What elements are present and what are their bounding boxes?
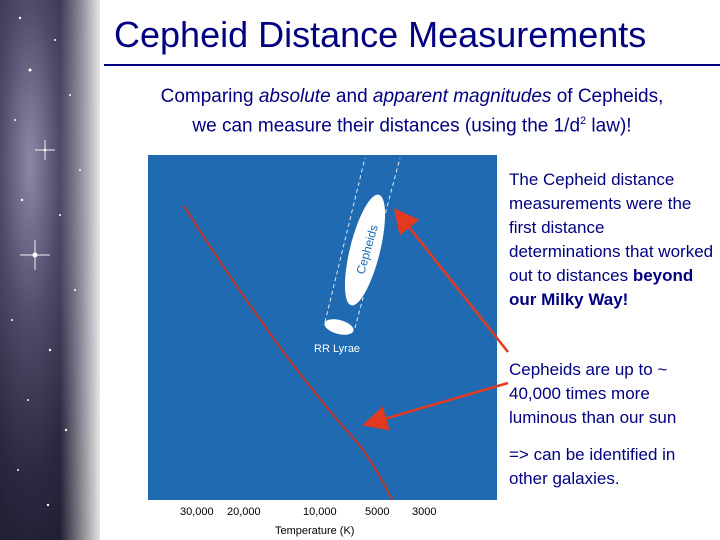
x-tick-label: 5000 [365,506,389,518]
cepheids-region [344,194,386,306]
y-tick-label: 10-1 [118,448,137,461]
x-axis-label: Temperature (K) [275,525,354,537]
subtitle-text: Comparing [160,86,259,107]
y-tick-label: 102 [119,315,135,328]
arrow-to-cepheids [393,208,509,353]
y-tick-label: 1 [125,404,131,416]
subtitle-text: and [330,86,373,107]
slide-title: Cepheid Distance Measurements [114,14,647,55]
y-tick-label: 10 [119,361,131,373]
subtitle-apparent: apparent magnitudes [372,86,552,107]
x-axis-ticks: 30,000 20,000 10,000 5000 3000 [180,506,436,518]
y-axis-label: L/L⊙ [103,318,117,340]
rr-lyrae-region [324,319,354,335]
side-bold-text: beyond our Milky Way! [509,266,694,309]
side-paragraph-1: The Cepheid distance measurements were t… [509,168,714,312]
rr-lyrae-label: RR Lyrae [314,343,360,355]
x-tick-label: 3000 [412,506,436,518]
y-tick-label: 103 [119,271,135,284]
x-tick-label: 20,000 [227,506,261,518]
y-axis-ticks: 105 104 103 102 10 1 10-1 [118,184,137,461]
y-tick-label: 104 [119,229,135,242]
subtitle-line2-end: law)! [586,115,632,137]
arrow-to-sun [362,381,509,431]
y-tick-label: 105 [119,184,135,197]
plot-area [148,155,497,500]
side-paragraph-2: Cepheids are up to ~ 40,000 times more l… [509,360,677,427]
title-underline [104,64,720,66]
main-sequence-curve [183,205,393,501]
subtitle-line2: we can measure their distances (using th… [192,115,581,137]
x-tick-label: 10,000 [303,506,337,518]
subtitle-text: of Cepheids, [551,86,664,107]
subtitle-absolute: absolute [258,86,331,107]
subtitle-exponent: 2 [580,115,587,127]
starfield-background [0,0,100,540]
slide-subtitle: Comparing absolute and apparent magnitud… [104,84,720,138]
x-tick-label: 30,000 [180,506,214,518]
side-text: The Cepheid distance measurements were t… [509,170,714,285]
side-paragraph-3: => can be identified in other galaxies. [509,445,676,488]
